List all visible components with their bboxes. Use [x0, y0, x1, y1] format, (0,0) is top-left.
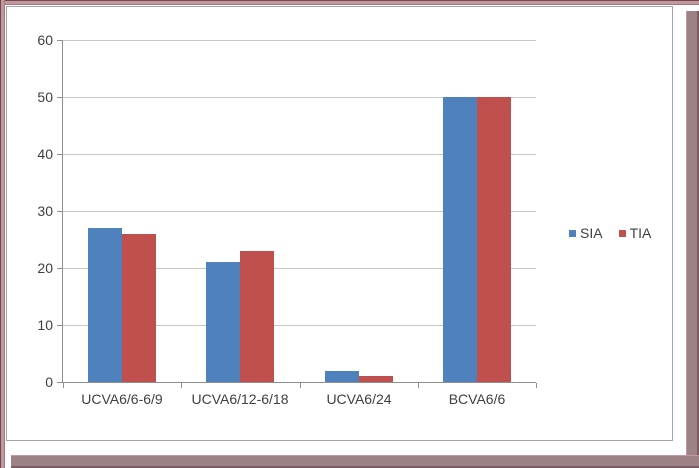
y-tick-0	[57, 382, 63, 383]
y-tick-label-0: 0	[45, 374, 53, 390]
chart-area: 0 10 20 30 40 50 60 UCVA6/6-6/9 UCVA6/12-6/18 UCV…	[6, 6, 673, 441]
frame-border-left	[0, 0, 5, 468]
y-tick-40	[57, 154, 63, 155]
drop-shadow-bottom	[11, 455, 699, 468]
drop-shadow-right	[686, 11, 699, 468]
x-tick-4	[536, 383, 537, 388]
gridline-20	[63, 268, 536, 269]
y-tick-label-40: 40	[37, 146, 53, 162]
x-tick-0	[63, 383, 64, 388]
bar-tia-1	[122, 234, 156, 382]
bar-sia-1	[88, 228, 122, 382]
y-tick-label-20: 20	[37, 260, 53, 276]
bar-tia-3	[359, 376, 393, 382]
gridline-30	[63, 211, 536, 212]
legend-label-tia: TIA	[629, 225, 652, 241]
legend: SIA TIA	[569, 225, 651, 241]
gridline-60	[63, 40, 536, 41]
bar-sia-4	[443, 97, 477, 382]
legend-item-sia: SIA	[569, 225, 603, 241]
y-tick-60	[57, 40, 63, 41]
y-tick-label-50: 50	[37, 89, 53, 105]
x-tick-3	[418, 383, 419, 388]
legend-item-tia: TIA	[618, 225, 652, 241]
x-category-label-1: UCVA6/6-6/9	[81, 391, 163, 407]
gridline-10	[63, 325, 536, 326]
gridline-40	[63, 154, 536, 155]
plot-area: 0 10 20 30 40 50 60 UCVA6/6-6/9 UCVA6/12-6/18 UCV…	[37, 32, 537, 407]
y-tick-10	[57, 325, 63, 326]
y-tick-20	[57, 268, 63, 269]
y-tick-label-10: 10	[37, 317, 53, 333]
bar-tia-2	[240, 251, 274, 382]
legend-label-sia: SIA	[580, 225, 603, 241]
x-axis	[62, 382, 536, 383]
bar-sia-2	[206, 262, 240, 382]
x-category-label-3: UCVA6/24	[326, 391, 392, 407]
y-tick-label-60: 60	[37, 32, 53, 48]
y-tick-label-30: 30	[37, 203, 53, 219]
legend-swatch-sia-icon	[569, 229, 576, 237]
x-category-label-4: BCVA6/6	[448, 391, 506, 407]
x-tick-2	[300, 383, 301, 388]
legend-swatch-tia-icon	[618, 229, 626, 237]
bar-tia-4	[477, 97, 511, 382]
y-tick-50	[57, 97, 63, 98]
x-tick-1	[181, 383, 182, 388]
frame-border-top	[0, 0, 699, 5]
x-category-label-2: UCVA6/12-6/18	[191, 391, 289, 407]
y-tick-30	[57, 211, 63, 212]
bar-sia-3	[325, 371, 359, 382]
gridline-50	[63, 97, 536, 98]
